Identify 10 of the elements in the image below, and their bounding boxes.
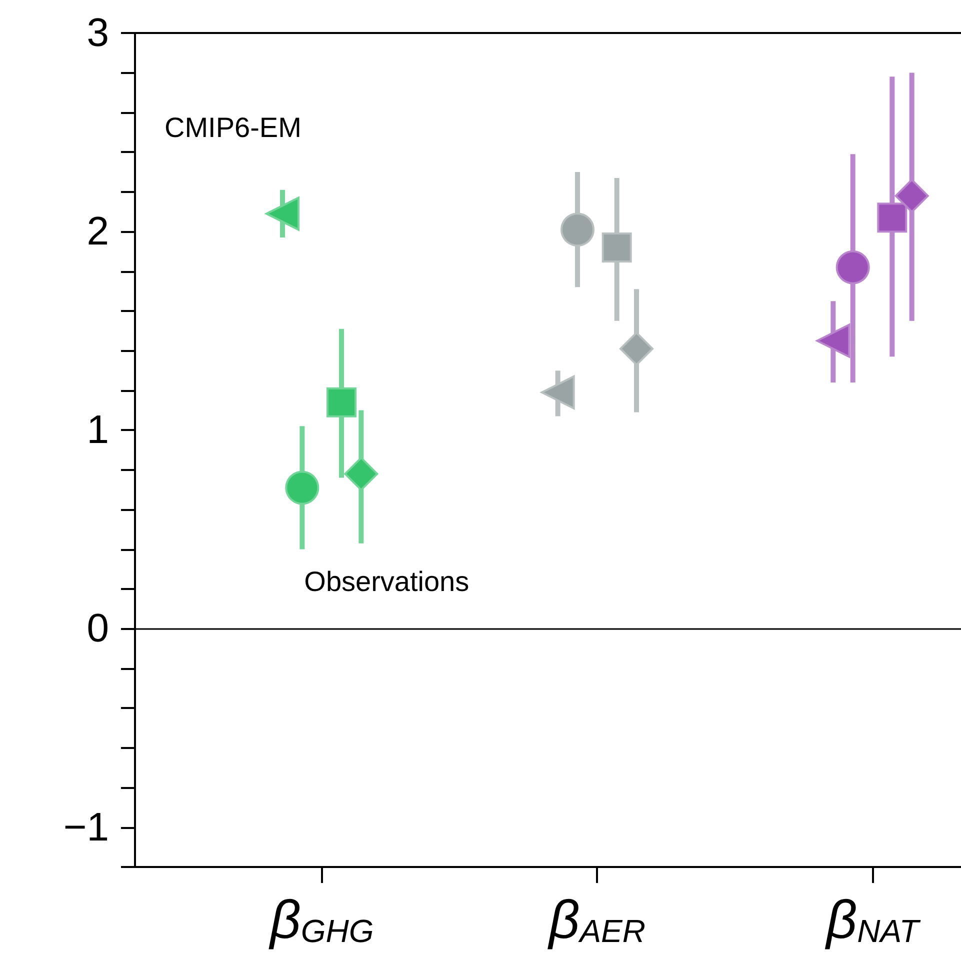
- x-tick-label: βGHG: [268, 890, 374, 950]
- x-tick-label: βNAT: [824, 890, 922, 950]
- y-tick-label: 3: [86, 11, 109, 55]
- y-tick-label: 0: [86, 606, 109, 651]
- y-tick-label: −1: [63, 805, 109, 850]
- y-tick-label: 1: [86, 408, 109, 452]
- annotation: Observations: [304, 566, 470, 597]
- y-tick-label: 2: [86, 210, 109, 254]
- series-label: CMIP6-EM: [164, 112, 302, 144]
- x-tick-label: βAER: [546, 890, 646, 950]
